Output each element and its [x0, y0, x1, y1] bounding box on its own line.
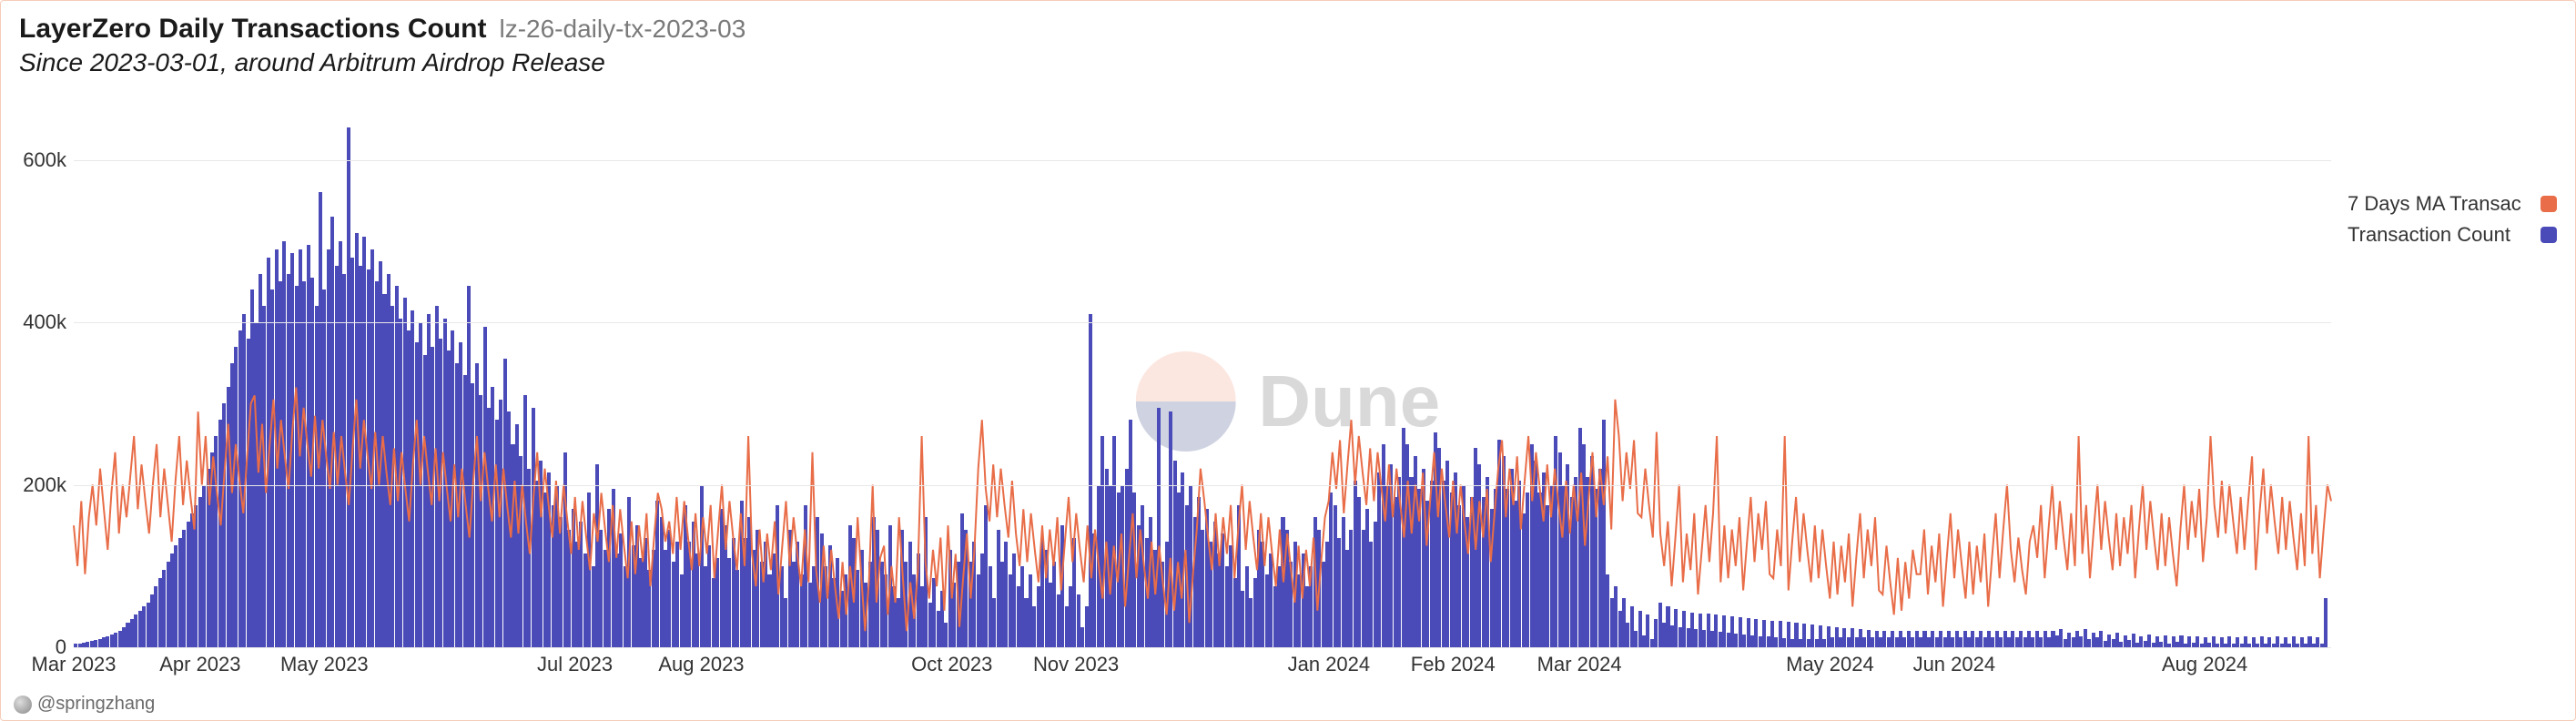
x-tick-label: May 2023 — [280, 653, 369, 676]
x-tick-label: Aug 2023 — [658, 653, 744, 676]
y-tick-label: 600k — [23, 148, 66, 172]
chart-title: LayerZero Daily Transactions Count — [19, 14, 486, 45]
gridline — [74, 485, 2331, 486]
gridline — [74, 322, 2331, 323]
x-tick-label: Jul 2023 — [537, 653, 613, 676]
x-tick-label: Feb 2024 — [1411, 653, 1496, 676]
author-footer[interactable]: @springzhang — [14, 694, 155, 715]
x-tick-label: Mar 2024 — [1537, 653, 1622, 676]
chart-area: Dune 0200k400k600k Mar 2023Apr 2023May 2… — [19, 119, 2557, 684]
line-series — [74, 119, 2331, 647]
chart-subtitle: Since 2023-03-01, around Arbitrum Airdro… — [19, 48, 2557, 77]
author-avatar-icon — [14, 696, 32, 714]
ma-line — [74, 388, 2331, 632]
chart-slug: lz-26-daily-tx-2023-03 — [499, 15, 745, 44]
legend-item-ma: 7 Days MA Transac — [2348, 192, 2557, 216]
x-axis: Mar 2023Apr 2023May 2023Jul 2023Aug 2023… — [74, 647, 2331, 684]
y-tick-label: 400k — [23, 310, 66, 334]
x-tick-label: Nov 2023 — [1033, 653, 1119, 676]
gridline — [74, 160, 2331, 161]
x-tick-label: Jan 2024 — [1288, 653, 1371, 676]
legend-swatch-line — [2541, 196, 2557, 212]
x-tick-label: Jun 2024 — [1913, 653, 1996, 676]
chart-header: LayerZero Daily Transactions Count lz-26… — [1, 1, 2575, 77]
y-tick-label: 200k — [23, 473, 66, 497]
x-tick-label: Aug 2024 — [2162, 653, 2247, 676]
legend: 7 Days MA Transac Transaction Count — [2348, 192, 2557, 254]
legend-item-tx: Transaction Count — [2348, 223, 2557, 247]
legend-swatch-bar — [2541, 227, 2557, 243]
plot-region: 0200k400k600k — [74, 119, 2331, 647]
x-tick-label: Oct 2023 — [911, 653, 992, 676]
x-tick-label: Mar 2023 — [32, 653, 117, 676]
x-tick-label: Apr 2023 — [159, 653, 240, 676]
x-tick-label: May 2024 — [1786, 653, 1874, 676]
author-handle: @springzhang — [37, 694, 155, 715]
